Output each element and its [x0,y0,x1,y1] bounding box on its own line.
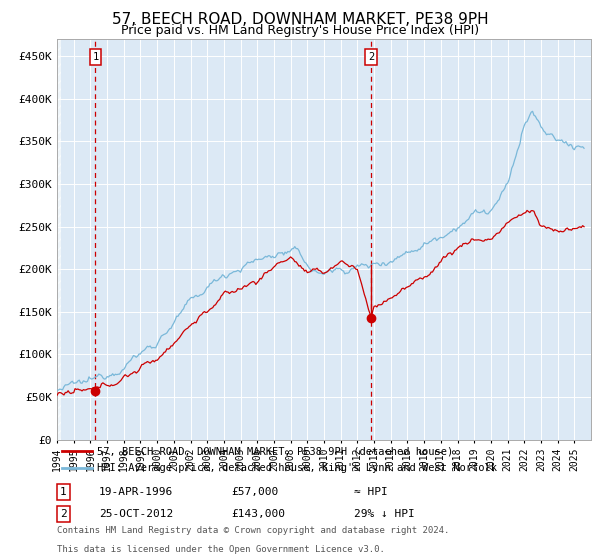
Text: 57, BEECH ROAD, DOWNHAM MARKET, PE38 9PH (detached house): 57, BEECH ROAD, DOWNHAM MARKET, PE38 9PH… [97,446,454,456]
Text: 25-OCT-2012: 25-OCT-2012 [99,509,173,519]
Text: 19-APR-1996: 19-APR-1996 [99,487,173,497]
Text: 29% ↓ HPI: 29% ↓ HPI [354,509,415,519]
Text: Contains HM Land Registry data © Crown copyright and database right 2024.: Contains HM Land Registry data © Crown c… [57,526,449,535]
Text: 2: 2 [60,509,67,519]
Text: 1: 1 [92,52,98,62]
Text: This data is licensed under the Open Government Licence v3.0.: This data is licensed under the Open Gov… [57,545,385,554]
Text: 1: 1 [60,487,67,497]
Text: 2: 2 [368,52,374,62]
Text: ≈ HPI: ≈ HPI [354,487,388,497]
Text: £143,000: £143,000 [231,509,285,519]
Text: £57,000: £57,000 [231,487,278,497]
Text: HPI: Average price, detached house, King's Lynn and West Norfolk: HPI: Average price, detached house, King… [97,464,497,473]
Text: Price paid vs. HM Land Registry's House Price Index (HPI): Price paid vs. HM Land Registry's House … [121,24,479,37]
Text: 57, BEECH ROAD, DOWNHAM MARKET, PE38 9PH: 57, BEECH ROAD, DOWNHAM MARKET, PE38 9PH [112,12,488,27]
